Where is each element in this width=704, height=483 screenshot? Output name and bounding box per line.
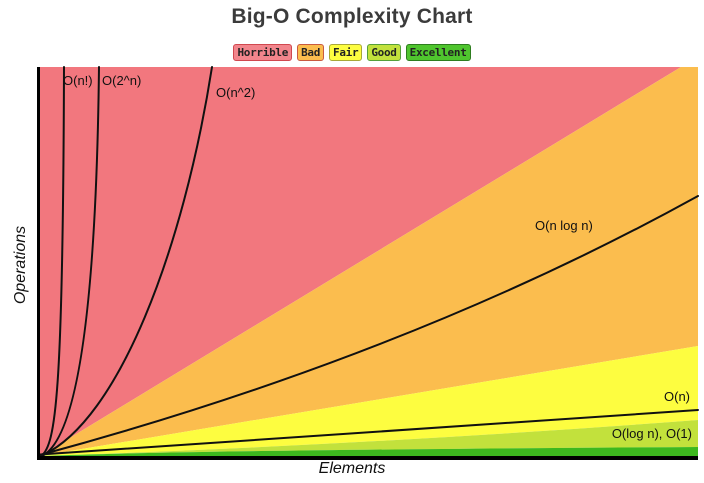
legend-badge-bad: Bad — [297, 44, 325, 61]
region-excellent — [40, 447, 698, 457]
curve-o-n-factorial — [40, 66, 65, 457]
page-title: Big-O Complexity Chart — [231, 5, 473, 28]
label-o-n-log-n: O(n log n) — [535, 218, 593, 233]
legend-badge-fair: Fair — [329, 44, 363, 61]
curve-o-n-log-n — [39, 195, 699, 456]
label-o-n: O(n) — [664, 389, 690, 404]
label-o-n-factorial: O(n!) — [63, 73, 93, 88]
label-o-n-squared: O(n^2) — [216, 85, 256, 100]
complexity-legend: Horrible Bad Fair Good Excellent — [0, 44, 704, 61]
curve-o-2-pow-n — [41, 66, 100, 457]
curve-o-n — [39, 409, 699, 456]
legend-badge-good: Good — [367, 44, 401, 61]
region-good — [40, 420, 698, 456]
y-axis-label: Operations — [12, 225, 29, 305]
legend-badge-excellent: Excellent — [405, 44, 471, 61]
label-o-log-n-o-1: O(log n), O(1) — [611, 426, 692, 441]
region-bad — [40, 67, 698, 456]
legend-badge-horrible: Horrible — [233, 44, 293, 61]
curve-o-n-squared — [42, 66, 213, 456]
label-o-2-pow-n: O(2^n) — [102, 73, 142, 88]
region-fair — [40, 346, 698, 456]
x-axis-label: Elements — [318, 460, 386, 477]
